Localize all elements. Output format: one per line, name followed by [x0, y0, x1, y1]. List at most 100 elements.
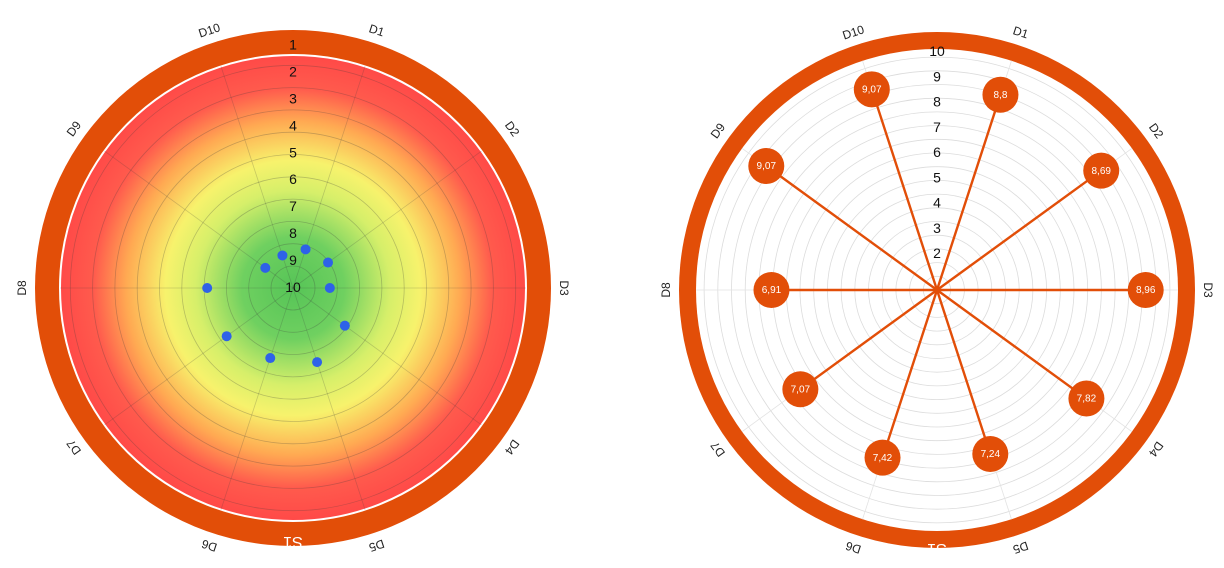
value-marker-circle: [748, 147, 785, 184]
value-marker-circle: [1083, 152, 1120, 189]
grid-ring: [136, 131, 450, 445]
category-label: D8: [15, 280, 29, 296]
category-label: D5: [1011, 539, 1030, 557]
category-label: D1: [367, 21, 386, 39]
category-label: D4: [502, 437, 523, 458]
value-marker: 6,91: [753, 272, 790, 308]
radial-tick-label: 7: [289, 198, 297, 214]
value-marker: 7,42: [864, 439, 901, 476]
value-marker: 7,24: [972, 436, 1009, 473]
value-marker-circle: [982, 76, 1019, 113]
data-point: [324, 283, 335, 293]
spoke-line: [220, 287, 294, 510]
value-line: [935, 289, 992, 455]
category-label: D8: [659, 282, 673, 298]
category-label: D6: [844, 538, 863, 556]
value-line: [936, 169, 1102, 291]
value-label: 6,91: [762, 285, 782, 296]
radial-tick-label: 8: [289, 225, 297, 241]
segment-label: S1: [927, 540, 947, 557]
value-label: 9,07: [757, 161, 777, 172]
value-marker: 8,69: [1083, 152, 1120, 189]
value-label: 8,96: [1136, 285, 1156, 296]
heat-background: [59, 54, 527, 522]
value-label: 7,82: [1077, 394, 1097, 405]
data-point: [202, 283, 213, 293]
grid-ring: [225, 220, 360, 355]
category-label: D3: [1201, 282, 1215, 298]
radial-tick-label: 3: [933, 220, 941, 236]
category-label: D3: [557, 280, 571, 296]
value-line: [799, 289, 938, 391]
category-label: D9: [64, 118, 85, 139]
lollipop-radar-chart: 2 3 4 5 6 7 8 9 10 8,8 8,69 8,96 7,82 7,24 7,42 7,07 6,…: [659, 22, 1215, 557]
radial-tick-label: 6: [933, 144, 941, 160]
category-label: D10: [841, 22, 867, 42]
value-marker-circle: [753, 272, 790, 308]
value-label: 8,69: [1092, 166, 1112, 177]
value-lines: [765, 88, 1146, 459]
radial-grid: [69, 64, 517, 512]
value-line: [936, 289, 1088, 400]
value-marker-circle: [782, 371, 819, 408]
value-line: [935, 94, 1002, 291]
target-radar-chart: 1 2 3 4 5 6 7 8 9 10 D1 D2 D3 D4 D5 D6 D7 D8 D9 D10 S1: [15, 20, 571, 554]
category-label: D7: [708, 439, 729, 460]
category-label: D1: [1011, 23, 1030, 41]
radial-tick-label: 2: [933, 245, 941, 261]
segment-label: S1: [283, 533, 303, 550]
spoke-line: [104, 287, 294, 426]
radial-tick-label: 7: [933, 119, 941, 135]
radial-tick-label: 10: [285, 279, 301, 295]
value-line: [881, 289, 939, 459]
radial-tick-label: 4: [289, 117, 297, 133]
value-label: 7,07: [791, 384, 811, 395]
value-label: 7,24: [981, 449, 1001, 460]
radial-tick-label: 3: [289, 91, 297, 107]
radial-tick-label: 8: [933, 94, 941, 110]
data-point: [265, 353, 276, 364]
value-marker: 8,96: [1127, 272, 1164, 308]
data-point: [221, 331, 232, 342]
grid-ring: [248, 243, 338, 333]
category-label: D10: [197, 20, 223, 40]
value-marker-circle: [864, 439, 901, 476]
value-marker: 7,82: [1068, 380, 1105, 417]
value-marker: 8,8: [982, 76, 1019, 113]
grid-ring: [270, 265, 316, 311]
value-marker-circle: [853, 71, 890, 108]
center-hub: [934, 287, 940, 293]
data-point: [300, 244, 311, 255]
radial-tick-label: 9: [289, 252, 297, 268]
value-line: [870, 88, 939, 291]
value-marker: 9,07: [853, 71, 890, 108]
category-label: D6: [200, 536, 219, 554]
radial-tick-label: 1: [289, 37, 297, 53]
data-point: [323, 257, 334, 268]
data-point: [312, 357, 323, 368]
category-label: D4: [1146, 439, 1167, 460]
value-marker-circle: [1127, 272, 1164, 308]
radial-tick-label: 5: [289, 144, 297, 160]
category-label: D2: [502, 118, 523, 139]
radial-tick-labels: 1 2 3 4 5 6 7 8 9 10: [285, 37, 301, 295]
category-label: D2: [1146, 120, 1167, 141]
category-label: D7: [64, 437, 85, 458]
value-marker: 9,07: [748, 147, 785, 184]
value-marker: 7,07: [782, 371, 819, 408]
value-marker-circle: [972, 436, 1009, 473]
data-point: [277, 250, 288, 261]
grid-ring: [159, 154, 427, 422]
spoke-line: [292, 287, 482, 426]
spoke-line: [292, 287, 366, 510]
radial-tick-label: 10: [929, 43, 945, 59]
category-label: D9: [708, 120, 729, 141]
value-marker-circle: [1068, 380, 1105, 417]
value-label: 8,8: [993, 90, 1007, 101]
grid-ring: [181, 176, 405, 400]
radial-tick-label: 9: [933, 68, 941, 84]
value-label: 7,42: [873, 453, 893, 464]
data-points: [202, 244, 350, 368]
data-point: [339, 320, 350, 331]
